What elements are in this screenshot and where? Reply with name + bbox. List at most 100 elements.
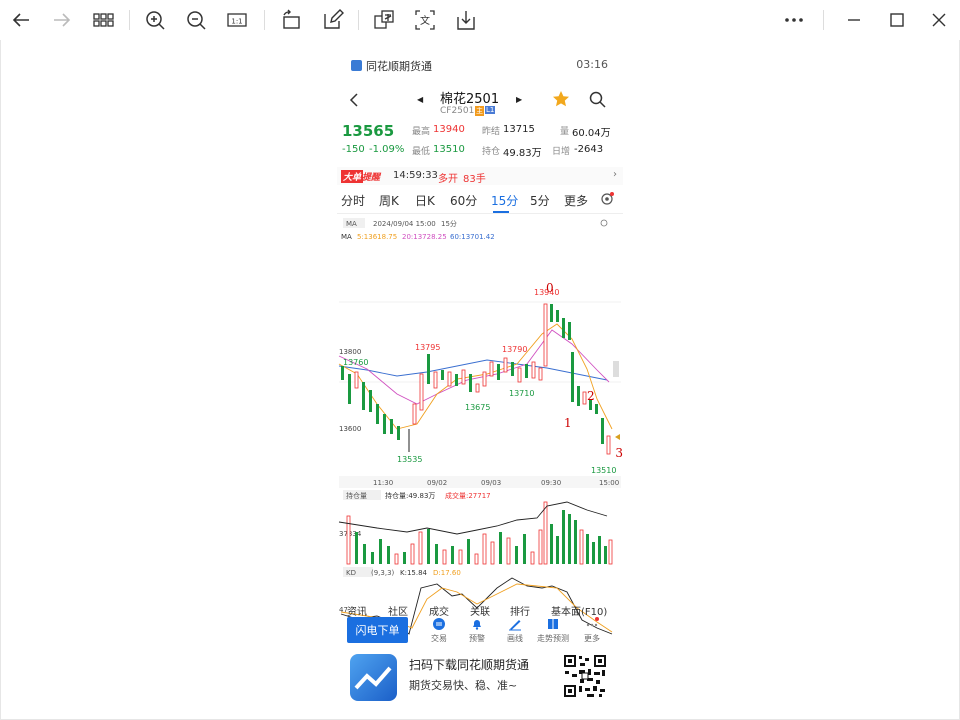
forward-arrow-icon[interactable] [47, 6, 77, 34]
annotation-13535: 13535 [397, 455, 422, 464]
oi-selector-label: 持仓量 [346, 491, 367, 500]
draw-action[interactable]: 画线 [497, 617, 533, 644]
candle [568, 322, 571, 340]
candle [511, 362, 514, 376]
tab-related[interactable]: 关联 [470, 607, 490, 617]
x-label-1130: 11:30 [373, 479, 393, 487]
back-icon[interactable] [347, 92, 363, 108]
x-axis-band [339, 476, 621, 488]
chevron-right-icon: › [613, 169, 617, 180]
phone-screenshot: 同花顺期货通 03:16 ◀ 棉花2501 ▶ CF2501 主 L1 1356… [337, 50, 623, 715]
alert-action-btn[interactable]: 预警 [459, 617, 495, 644]
bell-icon [473, 620, 481, 630]
tab-weekly[interactable]: 周K [379, 194, 399, 208]
kd-selector [343, 567, 373, 577]
candlesticks [341, 303, 611, 455]
candle [571, 352, 574, 402]
tab-15min[interactable]: 15分 [491, 194, 519, 208]
prev-close-value: 13715 [503, 124, 535, 135]
minimize-icon[interactable] [839, 6, 869, 34]
more-icon[interactable] [779, 6, 809, 34]
candle [354, 371, 359, 389]
tab-timeshare[interactable]: 分时 [341, 194, 366, 208]
alert-action: 多开 [438, 174, 458, 185]
ma5-value: 5:13618.75 [357, 233, 397, 241]
tab-5min[interactable]: 5分 [530, 194, 550, 208]
grid-icon[interactable] [88, 6, 118, 34]
big-order-alert[interactable]: 大单 提醒 14:59:33 多开 83手 › [337, 167, 623, 185]
back-arrow-icon[interactable] [6, 6, 36, 34]
trade-icon [433, 618, 445, 630]
flash-order-button[interactable]: 闪电下单 [347, 617, 408, 643]
candle [461, 369, 466, 385]
annotation-13675: 13675 [465, 403, 490, 412]
ma-selector-label: MA [346, 220, 357, 228]
tab-ranking[interactable]: 排行 [510, 607, 530, 617]
kd-selector-label: KD [346, 569, 356, 577]
more-label: 更多 [584, 634, 600, 643]
x-label-1500: 15:00 [599, 479, 619, 487]
download-promo: 扫码下载同花顺期货通 期货交易快、稳、准~ [337, 648, 623, 708]
tab-fundamentals[interactable]: 基本面(F10) [551, 607, 608, 617]
settings-gear-icon[interactable] [600, 192, 614, 206]
low-label: 最低 [412, 147, 431, 157]
scroll-handle [613, 361, 619, 377]
forecast-action[interactable]: 走势预测 [535, 617, 571, 644]
viewer-toolbar: 1:1 文 [0, 0, 960, 40]
prev-contract-icon[interactable]: ◀ [417, 95, 424, 104]
search-icon[interactable] [589, 91, 606, 108]
trade-label: 交易 [431, 634, 447, 643]
action-bar: 闪电下单 交易 预警 画线 走势预测 更多 [337, 615, 623, 645]
candle [531, 361, 536, 379]
zoom-in-icon[interactable] [140, 6, 170, 34]
candle [455, 374, 458, 386]
active-tab-indicator [493, 211, 509, 213]
chart-area[interactable]: MA 2024/09/04 15:00 15分 MA 5:13618.75 20… [337, 214, 623, 654]
tab-community[interactable]: 社区 [388, 607, 408, 617]
tab-news[interactable]: 资讯 [347, 607, 367, 617]
candle [589, 400, 592, 410]
favorite-star-icon[interactable] [552, 90, 570, 108]
edit-icon[interactable] [318, 6, 348, 34]
quote-panel: 13565 -150 -1.09% 最高 13940 最低 13510 昨结 1… [337, 120, 623, 160]
actual-size-icon[interactable]: 1:1 [222, 6, 252, 34]
tab-more[interactable]: 更多 [564, 194, 589, 208]
oi-value: 持仓量:49.83万 [385, 491, 435, 500]
candle [582, 391, 587, 405]
open-interest-line [338, 501, 608, 535]
maximize-icon[interactable] [882, 6, 912, 34]
marker-0: 0 [546, 281, 554, 295]
contract-title: 棉花2501 [440, 92, 500, 107]
alert-tag2: 提醒 [362, 173, 381, 183]
marker-2: 2 [587, 389, 595, 403]
info-tabs: 资讯 社区 成交 关联 排行 基本面(F10) [337, 603, 623, 617]
alert-time: 14:59:33 [393, 170, 438, 181]
open-interest-label: 持仓 [482, 147, 501, 157]
close-icon[interactable] [924, 6, 954, 34]
low-value: 13510 [433, 144, 465, 155]
daily-increase-label: 日增 [552, 147, 571, 157]
more-dots-icon [586, 617, 599, 627]
ma-selector [343, 218, 365, 228]
rotate-icon[interactable] [276, 6, 306, 34]
ma5-line [338, 323, 613, 430]
trade-action[interactable]: 交易 [421, 617, 457, 644]
save-icon[interactable] [451, 6, 481, 34]
more-action[interactable]: 更多 [574, 617, 610, 644]
promo-line2: 期货交易快、稳、准~ [409, 679, 518, 692]
price-change-pct: -1.09% [369, 144, 405, 155]
marker-1: 1 [564, 416, 572, 430]
tab-daily[interactable]: 日K [415, 194, 435, 208]
contract-code: CF2501 [440, 106, 475, 116]
kd-params: (9,3,3) [371, 569, 395, 577]
translate-image-icon[interactable] [369, 6, 399, 34]
translate-text-icon[interactable]: 文 [410, 6, 440, 34]
candle [419, 373, 424, 411]
tab-trades[interactable]: 成交 [429, 607, 449, 617]
next-contract-icon[interactable]: ▶ [516, 95, 523, 104]
ma20-value: 20:13728.25 [402, 233, 447, 241]
tab-60min[interactable]: 60分 [450, 194, 478, 208]
y-label-13600: 13600 [339, 425, 361, 433]
zoom-out-icon[interactable] [181, 6, 211, 34]
candle [601, 418, 604, 444]
